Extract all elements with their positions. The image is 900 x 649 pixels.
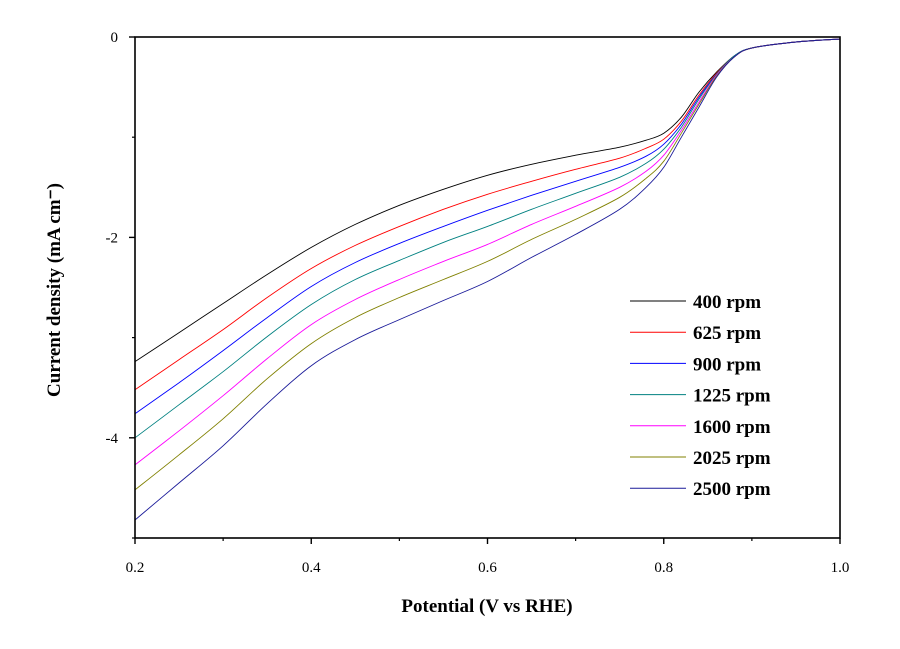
series-lines (134, 38, 841, 521)
x-tick-label: 0.2 (126, 560, 145, 576)
y-tick-label: -2 (106, 230, 119, 246)
series-line-400-rpm (134, 38, 841, 362)
y-tick-label: -4 (106, 431, 119, 447)
x-axis-ticks: 0.2 0.4 0.6 0.8 1.0 (126, 538, 850, 576)
series-line-1225-rpm (134, 38, 841, 439)
x-tick-label: 0.4 (302, 560, 321, 576)
legend-label: 900 rpm (693, 354, 761, 375)
x-tick-label: 1.0 (831, 560, 850, 576)
legend: 400 rpm 625 rpm 900 rpm 1225 rpm 1600 rpm 202… (630, 292, 771, 500)
x-tick-label: 0.6 (478, 560, 497, 576)
legend-label: 1600 rpm (693, 417, 771, 438)
series-line-2500-rpm (134, 38, 841, 521)
legend-label: 625 rpm (693, 323, 761, 344)
y-axis-ticks: 0 -2 -4 (106, 30, 135, 539)
x-axis-title: Potential (V vs RHE) (401, 596, 572, 617)
y-tick-label: 0 (111, 30, 119, 46)
legend-label: 400 rpm (693, 292, 761, 313)
legend-label: 2025 rpm (693, 448, 771, 469)
x-tick-label: 0.8 (654, 560, 673, 576)
y-axis-title: Current density (mA cm⁻) (44, 183, 65, 397)
legend-label: 1225 rpm (693, 386, 771, 407)
legend-label: 2500 rpm (693, 479, 771, 500)
